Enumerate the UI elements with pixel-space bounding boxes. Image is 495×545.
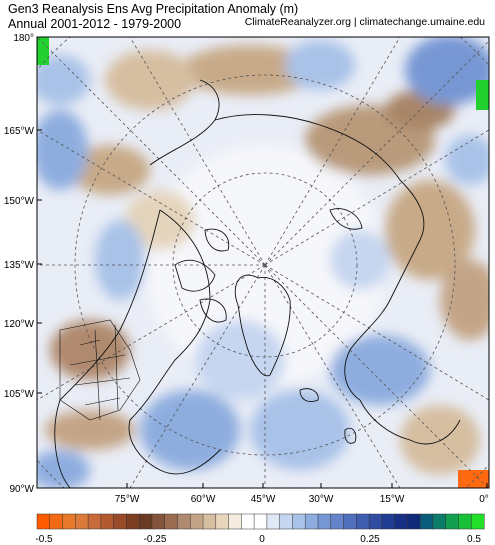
colorbar-swatch — [419, 513, 434, 530]
colorbar-swatch — [304, 513, 319, 530]
bottom-label-30w: 30°W — [309, 494, 334, 505]
colorbar-swatch — [445, 513, 460, 530]
colorbar-swatch — [356, 513, 370, 530]
left-label-165w: 165°W — [4, 126, 35, 137]
colorbar-swatch — [458, 513, 472, 530]
colorbar-label-0.25: 0.25 — [360, 534, 380, 545]
colorbar-swatch — [164, 513, 179, 530]
colorbar-swatch — [138, 513, 153, 530]
map-title: Gen3 Reanalysis Ens Avg Precipitation An… — [8, 2, 298, 32]
colorbar-swatch — [151, 513, 166, 530]
colorbar-swatch — [75, 513, 89, 530]
colorbar-swatch — [100, 513, 115, 530]
title-line-1: Gen3 Reanalysis Ens Avg Precipitation An… — [8, 2, 299, 16]
colorbar-label-neg0.5: -0.5 — [35, 534, 53, 545]
colorbar-label-0: 0 — [259, 534, 265, 545]
colorbar-label-0.5: 0.5 — [467, 534, 481, 545]
colorbar-swatch — [266, 513, 281, 530]
left-ticks — [37, 36, 42, 489]
colorbar-swatch — [343, 513, 357, 530]
left-label-180: 180° — [13, 33, 34, 44]
bottom-label-75w: 75°W — [115, 494, 140, 505]
left-label-135w: 135°W — [4, 260, 35, 271]
colorbar-swatch — [36, 513, 51, 530]
colorbar-swatch — [202, 513, 217, 530]
left-label-120w: 120°W — [4, 319, 35, 330]
colorbar-swatch — [228, 513, 242, 530]
colorbar — [36, 513, 485, 530]
colorbar-swatch — [279, 513, 293, 530]
bottom-label-60w: 60°W — [191, 494, 216, 505]
left-label-150w: 150°W — [4, 196, 35, 207]
bottom-label-45w: 45°W — [251, 494, 276, 505]
left-label-90w: 90°W — [9, 484, 34, 495]
colorbar-swatch — [330, 513, 345, 530]
colorbar-label-neg0.25: -0.25 — [144, 534, 167, 545]
colorbar-swatch — [62, 513, 76, 530]
colorbar-swatch — [87, 513, 102, 530]
colorbar-swatch — [394, 513, 408, 530]
colorbar-swatch — [49, 513, 64, 530]
colorbar-swatch — [241, 513, 255, 530]
colorbar-swatch — [317, 513, 332, 530]
colorbar-swatch — [113, 513, 127, 530]
colorbar-swatch — [253, 513, 268, 530]
bottom-label-0: 0° — [479, 494, 489, 505]
colorbar-swatch — [368, 513, 383, 530]
colorbar-swatch — [190, 513, 204, 530]
colorbar-swatch — [432, 513, 447, 530]
colorbar-swatch — [126, 513, 140, 530]
colorbar-swatch — [292, 513, 306, 530]
colorbar-swatch — [381, 513, 396, 530]
colorbar-swatch — [215, 513, 230, 530]
state-boundaries — [59, 319, 141, 421]
colorbar-swatch — [470, 513, 485, 530]
bottom-ticks — [126, 483, 488, 488]
left-label-105w: 105°W — [4, 389, 35, 400]
bottom-label-15w: 15°W — [380, 494, 405, 505]
title-line-2: Annual 2001-2012 - 1979-2000 — [8, 17, 182, 31]
colorbar-swatch — [177, 513, 191, 530]
source-credit: ClimateReanalyzer.org | climatechange.um… — [244, 16, 485, 28]
colorbar-swatch — [407, 513, 421, 530]
